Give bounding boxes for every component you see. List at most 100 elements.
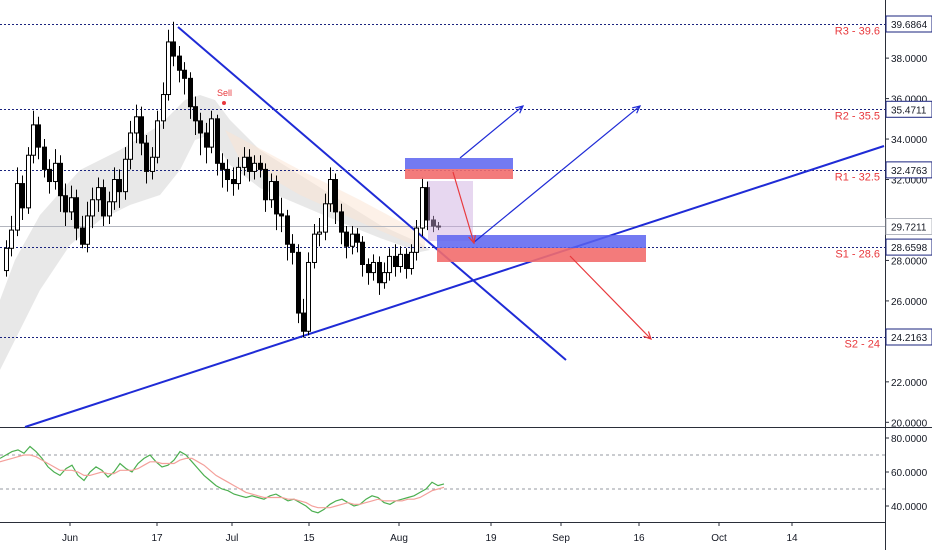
y-tick-label: 32.0000 [891,176,928,187]
candle-down [290,243,295,253]
candle-up [371,261,376,274]
candle-down [139,116,144,144]
candle-down [177,55,182,71]
candle-up [128,132,133,160]
target-box-blue-lower[interactable] [437,235,646,248]
candle-down [215,118,220,164]
candle-up [26,154,31,209]
candles-group [4,21,441,338]
candle-down [220,162,225,170]
uptrend-line[interactable] [24,145,885,428]
y-tick-label: 34.0000 [891,135,928,146]
candle-down [36,124,41,148]
candle-down [188,77,193,108]
projection-box [428,181,473,241]
arrow-down[interactable] [569,255,652,340]
level-label: R3 - 39.6 [835,26,880,38]
candle-down [101,187,106,217]
arrow-up-long[interactable] [472,105,641,244]
candle-up [31,124,36,156]
candle-up [112,179,117,203]
x-tick-label: Sep [552,533,570,544]
price-tag-label: 39.6864 [891,20,928,31]
candle-up [306,261,311,332]
candle-down [144,142,149,172]
y-tick-label: 38.0000 [891,54,928,65]
candle-up [209,118,214,148]
candle-up [323,203,328,233]
current-price-tag: 29.7211 [891,223,927,234]
arrow-pullback[interactable] [452,171,475,244]
candle-up [85,215,90,245]
current-price-tag-box [885,218,932,235]
candle-down [193,106,198,122]
arrow-up-short-head [515,105,525,114]
candle-down [431,219,436,227]
y-tick-label: 26.0000 [891,297,928,308]
candle-up [96,187,101,201]
stop-box-red-lower[interactable] [437,248,646,262]
level-label: S2 - 24 [845,339,880,351]
candle-up [269,181,274,201]
candle-up [236,166,241,185]
candle-up [382,272,387,284]
candle-up [150,156,155,172]
price-tag-box [885,328,932,346]
candle-down [117,179,122,193]
price-tag-box [885,238,932,256]
candle-up [69,197,74,213]
candle-down [171,41,176,57]
x-tick-label: Jun [62,533,78,544]
osc-slow-line [0,454,445,509]
candle-down [225,168,230,181]
candle-down [274,181,279,215]
candle-up [328,179,333,205]
price-tag-label: 35.4711 [891,105,927,116]
candle-up [312,233,317,263]
level-label: R1 - 32.5 [835,172,880,184]
price-tag-box [885,100,932,118]
candle-down [360,241,365,265]
candle-up [9,229,14,249]
candle-up [414,227,419,253]
ma-cloud [0,95,430,370]
candle-up [420,187,425,229]
candle-up [166,41,171,96]
x-tick-label: Aug [390,533,408,544]
candle-down [344,231,349,247]
candle-down [198,120,203,134]
arrow-up-short[interactable] [459,105,524,159]
x-tick-label: 14 [786,533,798,544]
candle-up [107,201,112,217]
osc-tick-label: 60.0000 [891,468,928,479]
candle-down [366,263,371,274]
candle-down [301,312,306,332]
candle-up [4,247,9,272]
osc-fast-line [0,445,445,514]
candle-up [436,225,441,228]
candle-down [425,187,430,221]
candle-up [350,233,355,247]
downtrend-line[interactable] [177,26,567,361]
candle-down [355,233,360,243]
price-tag-label: 28.6598 [891,243,928,254]
candle-down [74,197,79,229]
y-tick-label: 36.0000 [891,95,928,106]
level-label: R2 - 35.5 [835,111,880,123]
candle-up [15,183,20,231]
target-box-blue-upper[interactable] [405,158,513,169]
x-tick-label: 17 [151,533,163,544]
x-tick-label: 16 [633,533,645,544]
candle-up [123,158,128,193]
candle-down [333,179,338,213]
candle-down [47,168,52,183]
x-tick-label: 19 [485,533,497,544]
candle-down [182,69,187,79]
x-tick-label: Jul [226,533,239,544]
stop-box-red-upper[interactable] [405,169,513,179]
candle-down [63,195,68,213]
arrow-pullback-head [468,235,476,245]
sell-marker [222,101,226,105]
candle-up [134,116,139,134]
